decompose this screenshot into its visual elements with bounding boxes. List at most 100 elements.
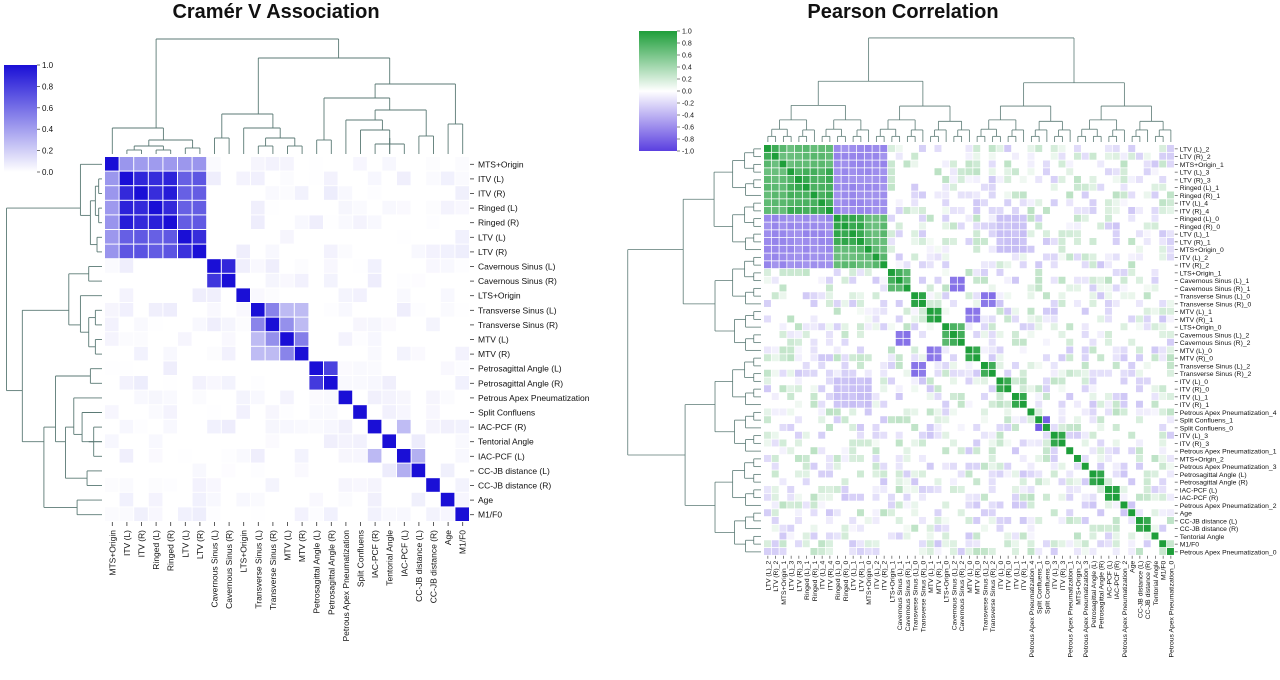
heatmap-cell bbox=[833, 207, 841, 214]
heatmap-cell bbox=[919, 207, 926, 214]
heatmap-cell bbox=[309, 376, 323, 390]
heatmap-cell bbox=[864, 152, 872, 160]
heatmap-cell bbox=[1074, 346, 1081, 354]
heatmap-cell bbox=[280, 259, 294, 273]
heatmap-cell bbox=[236, 463, 250, 478]
heatmap-cell bbox=[1043, 501, 1050, 509]
heatmap-cell bbox=[880, 408, 888, 416]
heatmap-cell bbox=[833, 354, 841, 362]
heatmap-cell bbox=[973, 377, 981, 385]
heatmap-cell bbox=[1066, 431, 1074, 439]
heatmap-cell bbox=[1058, 369, 1066, 377]
heatmap-cell bbox=[1089, 385, 1097, 393]
heatmap-cell bbox=[119, 390, 134, 405]
heatmap-cell bbox=[771, 176, 779, 183]
heatmap-cell bbox=[926, 400, 934, 408]
heatmap-cell bbox=[1089, 222, 1097, 230]
heatmap-cell bbox=[903, 540, 911, 548]
heatmap-cell bbox=[1105, 230, 1112, 238]
heatmap-cell bbox=[841, 532, 849, 540]
heatmap-cell bbox=[911, 245, 919, 253]
heatmap-cell bbox=[872, 238, 880, 245]
heatmap-cell bbox=[134, 332, 148, 346]
heatmap-cell bbox=[903, 346, 911, 354]
heatmap-cell bbox=[1120, 160, 1128, 168]
heatmap-cell bbox=[1027, 362, 1035, 369]
heatmap-cell bbox=[294, 434, 309, 448]
heatmap-cell bbox=[1043, 385, 1050, 393]
heatmap-cell bbox=[1089, 207, 1097, 214]
heatmap-cell bbox=[973, 276, 981, 284]
heatmap-cell bbox=[864, 183, 872, 191]
heatmap-cell bbox=[1105, 362, 1112, 369]
heatmap-cell bbox=[950, 447, 957, 455]
heatmap-cell bbox=[1066, 377, 1074, 385]
heatmap-cell bbox=[1159, 183, 1167, 191]
heatmap-cell bbox=[1097, 377, 1105, 385]
heatmap-cell bbox=[934, 276, 942, 284]
heatmap-cell bbox=[864, 214, 872, 222]
heatmap-cell bbox=[338, 346, 353, 361]
heatmap-cell bbox=[1112, 400, 1120, 408]
heatmap-cell bbox=[779, 408, 787, 416]
row-label: Transverse Sinus (R) bbox=[478, 320, 558, 330]
heatmap-cell bbox=[353, 332, 367, 346]
column-label: Cavernous Sinus (L)_1 bbox=[897, 561, 904, 631]
heatmap-cell bbox=[1074, 152, 1081, 160]
heatmap-cell bbox=[919, 276, 926, 284]
heatmap-cell bbox=[1058, 354, 1066, 362]
heatmap-cell bbox=[779, 276, 787, 284]
heatmap-cell bbox=[880, 160, 888, 168]
heatmap-cell bbox=[1128, 431, 1136, 439]
heatmap-cell bbox=[857, 447, 864, 455]
heatmap-cell bbox=[236, 449, 250, 463]
heatmap-cell bbox=[771, 292, 779, 300]
heatmap-cell bbox=[1089, 439, 1097, 447]
heatmap-cell bbox=[265, 186, 280, 200]
heatmap-cell bbox=[826, 307, 833, 315]
heatmap-cell bbox=[981, 176, 988, 183]
heatmap-cell bbox=[950, 362, 957, 369]
heatmap-cell bbox=[367, 492, 382, 507]
heatmap-cell bbox=[148, 259, 163, 273]
heatmap-cell bbox=[779, 369, 787, 377]
heatmap-cell bbox=[1159, 323, 1167, 331]
heatmap-cell bbox=[1081, 168, 1089, 176]
heatmap-cell bbox=[119, 200, 134, 215]
heatmap-cell bbox=[1074, 276, 1081, 284]
heatmap-cell bbox=[996, 253, 1004, 261]
heatmap-cell bbox=[880, 470, 888, 478]
colorbar-tick-label: 0.4 bbox=[42, 125, 54, 134]
heatmap-cell bbox=[864, 470, 872, 478]
heatmap-cell bbox=[397, 434, 411, 448]
heatmap-cell bbox=[888, 168, 895, 176]
heatmap-cell bbox=[1143, 276, 1151, 284]
heatmap-cell bbox=[833, 447, 841, 455]
heatmap-cell bbox=[795, 269, 802, 276]
heatmap-cell bbox=[942, 300, 950, 307]
heatmap-cell bbox=[1151, 455, 1159, 462]
heatmap-cell bbox=[802, 462, 810, 470]
heatmap-cell bbox=[1050, 207, 1058, 214]
heatmap-cell bbox=[849, 462, 857, 470]
heatmap-cell bbox=[1105, 354, 1112, 362]
heatmap-cell bbox=[795, 323, 802, 331]
heatmap-cell bbox=[1128, 160, 1136, 168]
heatmap-cell bbox=[795, 292, 802, 300]
heatmap-cell bbox=[1074, 323, 1081, 331]
heatmap-cell bbox=[942, 199, 950, 207]
heatmap-cell bbox=[1066, 160, 1074, 168]
heatmap-cell bbox=[1159, 369, 1167, 377]
heatmap-cell bbox=[942, 540, 950, 548]
heatmap-cell bbox=[973, 145, 981, 152]
heatmap-cell bbox=[411, 390, 426, 405]
heatmap-cell bbox=[810, 160, 818, 168]
heatmap-cell bbox=[888, 439, 895, 447]
heatmap-cell bbox=[1066, 455, 1074, 462]
heatmap-cell bbox=[857, 501, 864, 509]
heatmap-cell bbox=[919, 245, 926, 253]
heatmap-cell bbox=[926, 276, 934, 284]
heatmap-cell bbox=[764, 548, 771, 555]
heatmap-cell bbox=[148, 230, 163, 244]
heatmap-cell bbox=[1004, 331, 1012, 338]
